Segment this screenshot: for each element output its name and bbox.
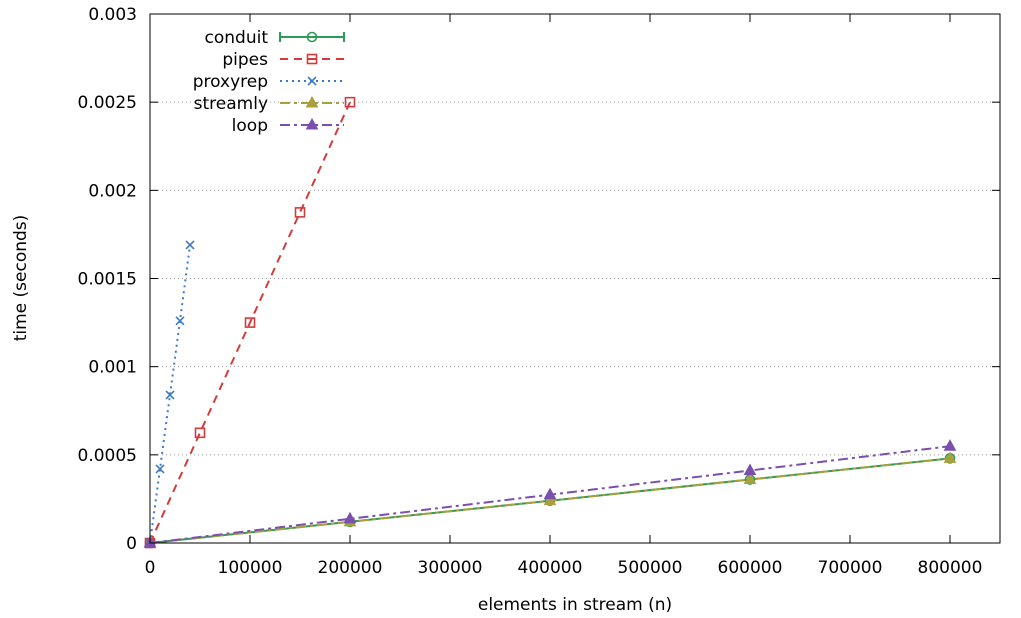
series-loop	[143, 439, 957, 548]
legend-item-proxyrep: proxyrep	[193, 72, 344, 92]
x-tick-label: 0	[145, 558, 156, 578]
y-axis-label: time (seconds)	[11, 215, 31, 342]
data-point-loop	[543, 487, 557, 500]
series-pipes	[144, 96, 356, 549]
x-tick-label: 800000	[918, 558, 983, 578]
legend-label: pipes	[222, 50, 268, 70]
legend-marker-pipes	[306, 53, 318, 65]
data-point-pipes	[194, 427, 206, 439]
data-point-pipes	[344, 96, 356, 108]
series-line-pipes	[149, 101, 351, 544]
x-tick-label: 600000	[718, 558, 783, 578]
series-streamly	[143, 451, 957, 548]
legend-label: conduit	[205, 28, 269, 48]
data-point-loop	[743, 463, 757, 476]
x-tick-label: 700000	[818, 558, 883, 578]
x-tick-label: 100000	[218, 558, 283, 578]
legend-item-streamly: streamly	[194, 94, 344, 114]
legend-label: streamly	[194, 94, 268, 114]
data-point-proxyrep	[155, 464, 165, 474]
x-tick-label: 300000	[418, 558, 483, 578]
data-point-streamly	[743, 472, 757, 485]
data-point-streamly	[543, 493, 557, 506]
legend-marker-loop	[305, 117, 319, 130]
legend-marker-proxyrep	[307, 76, 317, 86]
data-point-proxyrep	[165, 390, 175, 400]
y-tick-label: 0.001	[88, 358, 137, 378]
x-tick-label: 400000	[518, 558, 583, 578]
data-point-loop	[943, 439, 957, 451]
series-lines	[143, 96, 957, 549]
data-point-streamly	[943, 451, 957, 463]
legend-label: proxyrep	[193, 72, 268, 92]
y-tick-label: 0.003	[88, 5, 137, 25]
legend-item-conduit: conduit	[205, 28, 345, 48]
data-point-pipes	[294, 207, 306, 218]
axis-ticks: 0 0.0005 0.001 0.0015 0.002 0.0025 0.003 0 10000…	[78, 5, 1000, 578]
y-tick-label: 0.0015	[78, 270, 137, 290]
y-tick-label: 0.0025	[78, 93, 137, 113]
data-point-proxyrep	[175, 316, 185, 326]
data-point-proxyrep	[185, 240, 195, 250]
data-point-pipes	[244, 317, 256, 328]
y-tick-label: 0	[126, 534, 137, 554]
data-point-loop	[343, 511, 357, 524]
x-tick-label: 200000	[318, 558, 383, 578]
legend-marker-conduit	[306, 31, 318, 43]
series-line-proxyrep	[149, 244, 191, 544]
legend-label: loop	[232, 116, 268, 136]
legend-marker-streamly	[305, 95, 319, 108]
x-axis-label: elements in stream (n)	[478, 595, 672, 615]
legend-item-loop: loop	[232, 116, 344, 136]
legend-item-pipes: pipes	[222, 50, 344, 70]
x-tick-label: 500000	[618, 558, 683, 578]
y-tick-label: 0.0005	[78, 446, 137, 466]
y-tick-label: 0.002	[88, 181, 137, 201]
grid-lines	[150, 101, 1000, 456]
